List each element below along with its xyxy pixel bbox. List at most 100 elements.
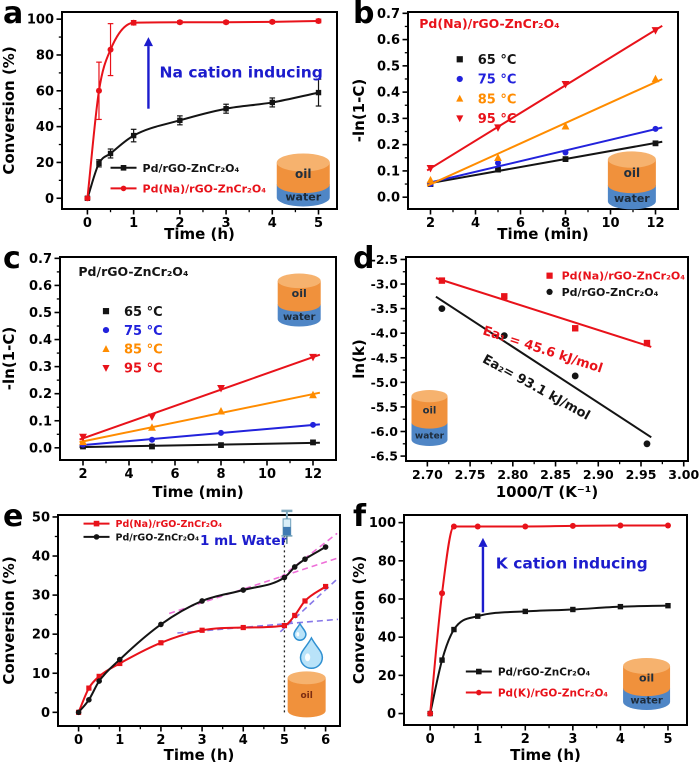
series-Pd(Na)/rGO-ZnCr₂O₄: [75, 583, 329, 715]
svg-text:0: 0: [41, 706, 50, 721]
panel-a-chart: 0 1 2 3 4 5 0 20 40 60 80 100 Time (h) Conversion (%)…: [0, 11, 338, 243]
panel-label-f: f: [353, 499, 367, 534]
svg-text:0.0: 0.0: [377, 191, 400, 206]
svg-text:4: 4: [616, 732, 625, 747]
svg-text:Pd(Na)/rGO-ZnCr₂O₄: Pd(Na)/rGO-ZnCr₂O₄: [143, 182, 267, 195]
panel-label-a: a: [3, 0, 24, 31]
svg-text:4: 4: [268, 216, 277, 231]
svg-text:2.95: 2.95: [626, 467, 657, 482]
series-Pd/rGO-ZnCr₂O₄: [84, 78, 322, 201]
svg-text:80: 80: [36, 48, 54, 63]
series-Pd(Na)/rGO-ZnCr₂O₄: [435, 277, 652, 348]
cation-inducing-arrow: [478, 537, 488, 613]
svg-text:ln(k): ln(k): [350, 339, 368, 379]
legend-item: 95 °C: [456, 112, 516, 127]
legend-item: Pd/rGO-ZnCr₂O₄: [465, 666, 591, 678]
axis-labels: Time (h) Conversion (%): [350, 556, 581, 764]
svg-text:Time (h): Time (h): [510, 746, 581, 764]
svg-text:0.1: 0.1: [377, 164, 400, 179]
svg-text:80: 80: [378, 554, 396, 569]
svg-text:4: 4: [471, 216, 480, 231]
svg-text:water: water: [630, 696, 663, 707]
svg-text:6: 6: [516, 216, 525, 231]
svg-text:2.85: 2.85: [540, 467, 571, 482]
svg-text:oil: oil: [423, 405, 437, 416]
svg-text:60: 60: [36, 84, 54, 99]
svg-text:65 °C: 65 °C: [478, 53, 517, 68]
tick-labels: 2 4 6 8 10 12 0.0 0.1 0.2 0.3 0.4 0.5 0.6 0.7: [377, 7, 665, 231]
svg-text:water: water: [415, 431, 445, 441]
svg-text:75 °C: 75 °C: [124, 324, 163, 339]
svg-text:3: 3: [568, 732, 577, 747]
panel-e-chart: 0 1 2 3 4 5 6 0 10 20 30 40 50 Time (h) Conversion (%)…: [0, 509, 341, 764]
svg-text:Pd(Na)/rGO-ZnCr₂O₄: Pd(Na)/rGO-ZnCr₂O₄: [419, 16, 559, 31]
svg-text:Conversion (%): Conversion (%): [0, 46, 18, 174]
axis-labels: Time (h) Conversion (%): [0, 556, 234, 764]
panel-d-chart: 2.70 2.75 2.80 2.85 2.90 2.95 3.00 -6.5 -6.0 -5.5…: [350, 252, 699, 501]
annotation: 1 mL Water: [200, 533, 288, 549]
legend-item: 75 °C: [456, 73, 516, 88]
svg-text:Pd(Na)/rGO-ZnCr₂O₄: Pd(Na)/rGO-ZnCr₂O₄: [562, 270, 686, 283]
legend-item: 65 °C: [456, 53, 517, 68]
svg-text:2.70: 2.70: [412, 467, 443, 482]
svg-text:8: 8: [561, 216, 570, 231]
svg-text:2.90: 2.90: [583, 467, 614, 482]
svg-text:0: 0: [83, 216, 92, 231]
svg-text:1: 1: [115, 733, 124, 748]
oil-water-icon: oil water: [411, 389, 448, 446]
oil-water-icon: oil water: [276, 153, 330, 207]
svg-text:oil: oil: [624, 166, 640, 180]
svg-text:0.6: 0.6: [29, 279, 52, 294]
panel-d: d 2.70 2.75 2.80 2.85 2.90 2.95 3.00 -6.5 -6.0 -5…: [350, 241, 700, 503]
svg-text:-6.5: -6.5: [371, 449, 398, 464]
panel-label-d: d: [353, 241, 375, 276]
svg-text:Conversion (%): Conversion (%): [350, 556, 368, 684]
svg-text:Time (h): Time (h): [164, 225, 235, 243]
svg-text:60: 60: [378, 593, 396, 608]
legend-item: 75 °C: [102, 324, 163, 339]
panel-label-e: e: [3, 499, 24, 534]
svg-text:1 mL Water: 1 mL Water: [200, 533, 288, 549]
oil-icon: oil: [287, 671, 326, 718]
svg-text:0: 0: [45, 192, 54, 207]
svg-text:2: 2: [521, 732, 530, 747]
svg-text:0.1: 0.1: [29, 414, 52, 429]
svg-text:-3.0: -3.0: [371, 277, 399, 292]
axes: [54, 256, 337, 466]
series-85 °C: [79, 390, 321, 446]
svg-text:0.7: 0.7: [29, 252, 52, 267]
oil-water-icon: oil water: [623, 657, 671, 710]
svg-text:100: 100: [27, 13, 54, 28]
svg-text:95 °C: 95 °C: [478, 112, 517, 127]
svg-text:-3.5: -3.5: [371, 301, 398, 316]
series-95 °C: [426, 24, 663, 173]
svg-text:0.2: 0.2: [377, 138, 400, 153]
panel-c: c 2 4 6 8 10 12 0.0 0.1 0.2 0.3 0.4 0.5 0.6 0.7 Time (…: [0, 241, 350, 503]
svg-text:20: 20: [36, 156, 54, 171]
svg-text:0.6: 0.6: [377, 33, 400, 48]
trend-dashes: [168, 532, 339, 634]
svg-text:95 °C: 95 °C: [124, 362, 163, 377]
svg-text:0.2: 0.2: [29, 387, 52, 402]
legend-item: 85 °C: [102, 343, 163, 358]
svg-text:0.7: 0.7: [377, 7, 400, 22]
svg-text:30: 30: [32, 589, 50, 604]
annotation: K cation inducing: [496, 554, 648, 572]
axis-labels: Time (min) -ln(1-C): [350, 79, 589, 243]
annotation: Pd/rGO-ZnCr₂O₄: [78, 264, 188, 279]
svg-text:40: 40: [32, 550, 50, 565]
svg-text:40: 40: [378, 631, 396, 646]
svg-text:2: 2: [78, 467, 87, 482]
svg-text:10: 10: [258, 467, 276, 482]
svg-text:4: 4: [239, 733, 248, 748]
svg-text:Pd/rGO-ZnCr₂O₄: Pd/rGO-ZnCr₂O₄: [78, 264, 188, 279]
svg-text:0.4: 0.4: [377, 86, 400, 101]
svg-text:85 °C: 85 °C: [478, 92, 517, 107]
svg-text:Time (h): Time (h): [164, 746, 235, 764]
panel-b: b 2 4 6 8 10 12 0.0 0.1 0.2 0.3 0.4 0.5 0.6 0.7 Time (…: [350, 0, 700, 245]
axis-labels: Time (min) -ln(1-C): [0, 327, 244, 501]
svg-text:20: 20: [32, 628, 50, 643]
svg-text:Pd/rGO-ZnCr₂O₄: Pd/rGO-ZnCr₂O₄: [116, 532, 200, 543]
svg-text:3: 3: [222, 216, 231, 231]
svg-text:-6.0: -6.0: [371, 424, 399, 439]
